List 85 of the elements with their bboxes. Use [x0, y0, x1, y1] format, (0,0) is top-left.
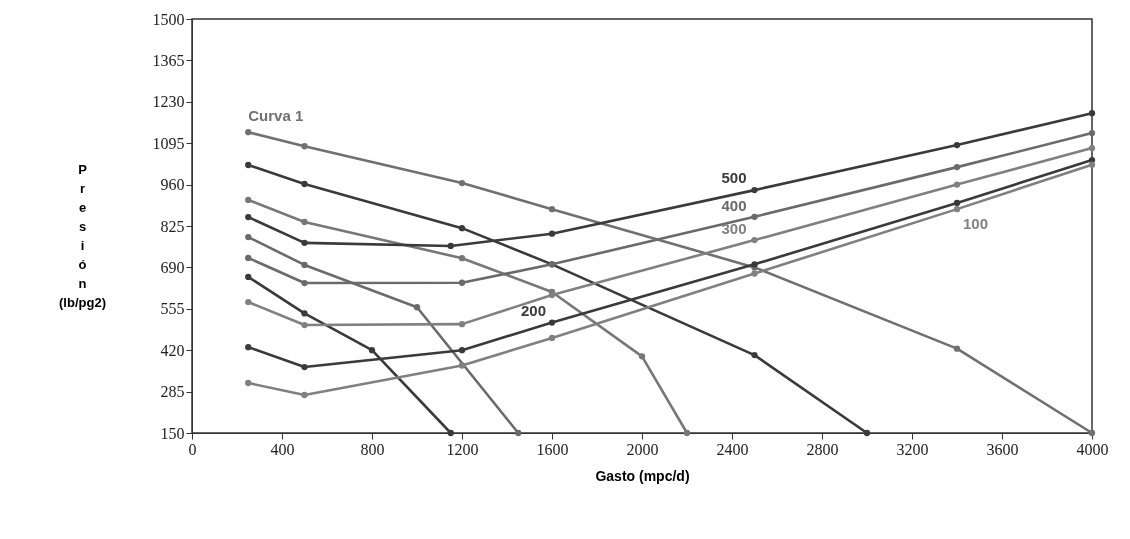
point	[245, 233, 252, 241]
point	[447, 429, 454, 437]
point	[1088, 144, 1096, 152]
point	[1088, 109, 1096, 117]
y-tick-label: 1365	[152, 51, 185, 69]
x-tick-label: 2800	[806, 440, 839, 458]
point	[683, 429, 691, 437]
point	[863, 429, 871, 437]
x-tick-label: 2400	[716, 440, 749, 458]
point	[458, 224, 466, 232]
point	[245, 379, 252, 387]
point	[301, 180, 308, 188]
y-tick-label: 690	[160, 258, 185, 276]
point	[301, 310, 308, 317]
point	[413, 304, 421, 311]
y-axis-title: Presión (lb/pg2)	[59, 161, 106, 310]
point	[751, 270, 758, 277]
point	[458, 320, 466, 328]
series-label: 200	[520, 301, 546, 319]
point	[1088, 129, 1096, 137]
point	[301, 363, 308, 371]
point	[368, 347, 376, 354]
series-label: 500	[721, 169, 747, 187]
point	[458, 347, 466, 354]
point	[953, 163, 961, 171]
x-tick-label: 3600	[986, 440, 1019, 458]
y-tick-label: 150	[160, 424, 185, 442]
series-label: 400	[721, 196, 747, 214]
point	[245, 343, 252, 351]
point	[245, 196, 252, 204]
x-tick-label: 2000	[626, 440, 659, 458]
point	[245, 254, 252, 262]
x-tick-label: 1200	[446, 440, 479, 458]
y-tick-label: 825	[160, 217, 185, 235]
point	[447, 242, 454, 250]
point	[458, 255, 466, 262]
x-tick-label: 3200	[896, 440, 929, 458]
point	[301, 239, 308, 247]
point	[458, 279, 466, 286]
point	[458, 362, 466, 369]
point	[301, 218, 308, 226]
x-tick-label: 0	[188, 440, 197, 458]
point	[301, 391, 308, 399]
point	[548, 205, 556, 213]
point	[548, 230, 556, 237]
x-tick-label: 1600	[536, 440, 569, 458]
series-label: Curva 1	[248, 107, 304, 125]
point	[953, 345, 961, 352]
x-tick-label: 400	[270, 440, 295, 458]
point	[301, 279, 308, 287]
point	[751, 351, 758, 359]
point	[953, 181, 961, 188]
point	[751, 236, 758, 244]
point	[301, 143, 308, 150]
point	[638, 353, 646, 360]
point	[548, 334, 556, 342]
y-tick-label: 1095	[152, 134, 185, 152]
x-axis-title: Gasto (mpc/d)	[595, 467, 690, 484]
point	[245, 298, 252, 306]
point	[1088, 161, 1096, 168]
point	[953, 205, 961, 213]
series-label: 300	[721, 220, 747, 238]
y-tick-label: 555	[160, 300, 185, 318]
y-tick-label: 420	[160, 341, 185, 359]
point	[953, 199, 961, 207]
point	[301, 261, 308, 269]
series-label: 100	[963, 215, 989, 233]
x-tick-label: 4000	[1076, 440, 1109, 458]
y-tick-label: 1230	[152, 93, 185, 111]
point	[751, 186, 758, 194]
point	[751, 213, 758, 220]
y-tick-label: 960	[160, 176, 185, 194]
point	[245, 213, 252, 221]
y-tick-label: 285	[160, 383, 185, 401]
point	[245, 273, 252, 281]
point	[301, 321, 308, 329]
x-tick-label: 800	[360, 440, 385, 458]
point	[953, 141, 961, 149]
point	[1088, 156, 1096, 164]
point	[245, 161, 252, 169]
point	[245, 129, 252, 136]
point	[515, 429, 522, 437]
y-tick-label: 1500	[152, 10, 185, 28]
point	[458, 179, 466, 187]
point	[548, 319, 556, 326]
